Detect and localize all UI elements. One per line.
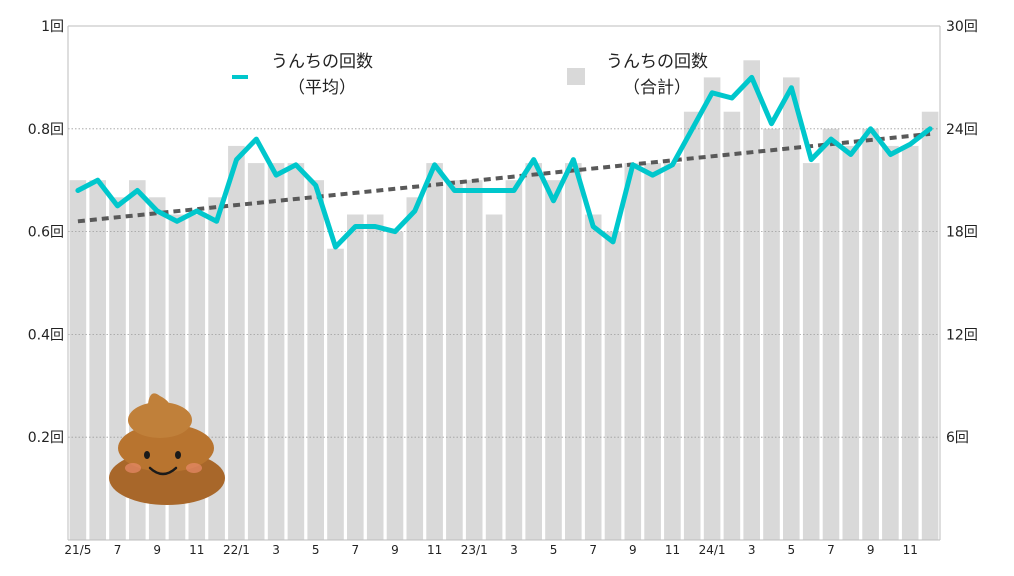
bar-24 [545, 180, 562, 540]
bar-0 [69, 180, 87, 540]
bar-29 [644, 163, 661, 540]
bar-8 [228, 145, 245, 540]
bar-31 [683, 111, 701, 540]
y-left-tick-label-4: 1回 [41, 19, 64, 35]
x-tick-label-9: 11 [427, 543, 442, 557]
bar-23 [525, 163, 542, 540]
y-right-tick-label-1: 12回 [946, 327, 978, 343]
x-tick-label-19: 7 [827, 543, 835, 557]
bar-22 [505, 180, 523, 540]
y-left-tick-label-2: 0.6回 [28, 225, 64, 241]
legend-bar-label-2: （合計） [623, 78, 691, 98]
bar-1 [89, 180, 106, 540]
bar-21 [485, 214, 503, 540]
x-tick-label-18: 5 [788, 543, 796, 557]
legend-bar-label-1: うんちの回数 [606, 52, 708, 72]
x-tick-label-5: 3 [272, 543, 280, 557]
x-tick-label-0: 21/5 [64, 543, 91, 557]
poop-middle [118, 424, 214, 472]
bar-17 [406, 197, 424, 541]
x-tick-label-4: 22/1 [223, 543, 250, 557]
bar-42 [901, 145, 919, 540]
x-tick-label-6: 5 [312, 543, 320, 557]
bar-30 [664, 163, 681, 540]
bar-15 [366, 214, 384, 540]
y-left-tick-label-3: 0.8回 [28, 122, 64, 138]
x-tick-label-14: 9 [629, 543, 637, 557]
poop-tip [148, 393, 171, 410]
x-tick-label-1: 7 [114, 543, 122, 557]
poop-cheek-left [125, 463, 141, 473]
x-tick-label-16: 24/1 [699, 543, 726, 557]
bar-37 [802, 163, 820, 540]
x-tick-label-21: 11 [903, 543, 918, 557]
bar-33 [723, 111, 741, 540]
bar-11 [287, 163, 305, 540]
bar-28 [624, 163, 642, 540]
bar-12 [307, 180, 324, 540]
y-right-tick-label-0: 6回 [946, 430, 969, 446]
poop-eye-right [175, 451, 181, 459]
bar-39 [842, 145, 860, 540]
bar-19 [446, 180, 463, 540]
x-tick-label-8: 9 [391, 543, 399, 557]
average-line [75, 74, 933, 250]
x-tick-label-3: 11 [189, 543, 204, 557]
poop-top [128, 402, 192, 438]
x-tick-label-15: 11 [665, 543, 680, 557]
bar-20 [465, 180, 483, 540]
bar-14 [347, 214, 364, 540]
x-tick-label-12: 5 [550, 543, 558, 557]
legend-line-label-1: うんちの回数 [271, 52, 373, 72]
bar-25 [565, 163, 582, 540]
legend-line-swatch [232, 75, 248, 79]
bar-32 [703, 77, 721, 541]
x-tick-label-2: 9 [153, 543, 161, 557]
x-tick-label-7: 7 [352, 543, 360, 557]
bar-10 [267, 163, 285, 540]
bar-36 [783, 77, 800, 541]
poop-illustration [109, 393, 225, 505]
trend-line [77, 131, 931, 224]
legend-bar-swatch [567, 68, 585, 85]
poop-cheek-right [186, 463, 202, 473]
legend-line-label-2: （平均） [288, 78, 356, 98]
y-right-tick-label-4: 30回 [946, 19, 978, 35]
x-tick-label-20: 9 [867, 543, 875, 557]
poop-smile [148, 466, 178, 476]
legend-bar-label: うんちの回数 （合計） [597, 49, 717, 101]
bar-41 [882, 145, 899, 540]
x-tick-label-13: 7 [589, 543, 597, 557]
y-right-tick-label-3: 24回 [946, 122, 978, 138]
poop-eye-left [144, 451, 150, 459]
bar-9 [247, 163, 265, 540]
y-right-tick-label-2: 18回 [946, 225, 978, 241]
legend-line-label: うんちの回数 （平均） [262, 49, 382, 101]
bar-16 [386, 231, 404, 540]
x-tick-label-17: 3 [748, 543, 756, 557]
bar-27 [604, 231, 622, 540]
bar-43 [921, 111, 939, 540]
y-left-tick-label-1: 0.4回 [28, 327, 64, 343]
bar-26 [584, 214, 602, 540]
bar-7 [208, 197, 225, 541]
x-tick-label-10: 23/1 [461, 543, 488, 557]
bar-13 [327, 248, 344, 540]
x-tick-label-11: 3 [510, 543, 518, 557]
bar-34 [743, 60, 760, 541]
y-left-tick-label-0: 0.2回 [28, 430, 64, 446]
bar-18 [426, 163, 443, 540]
